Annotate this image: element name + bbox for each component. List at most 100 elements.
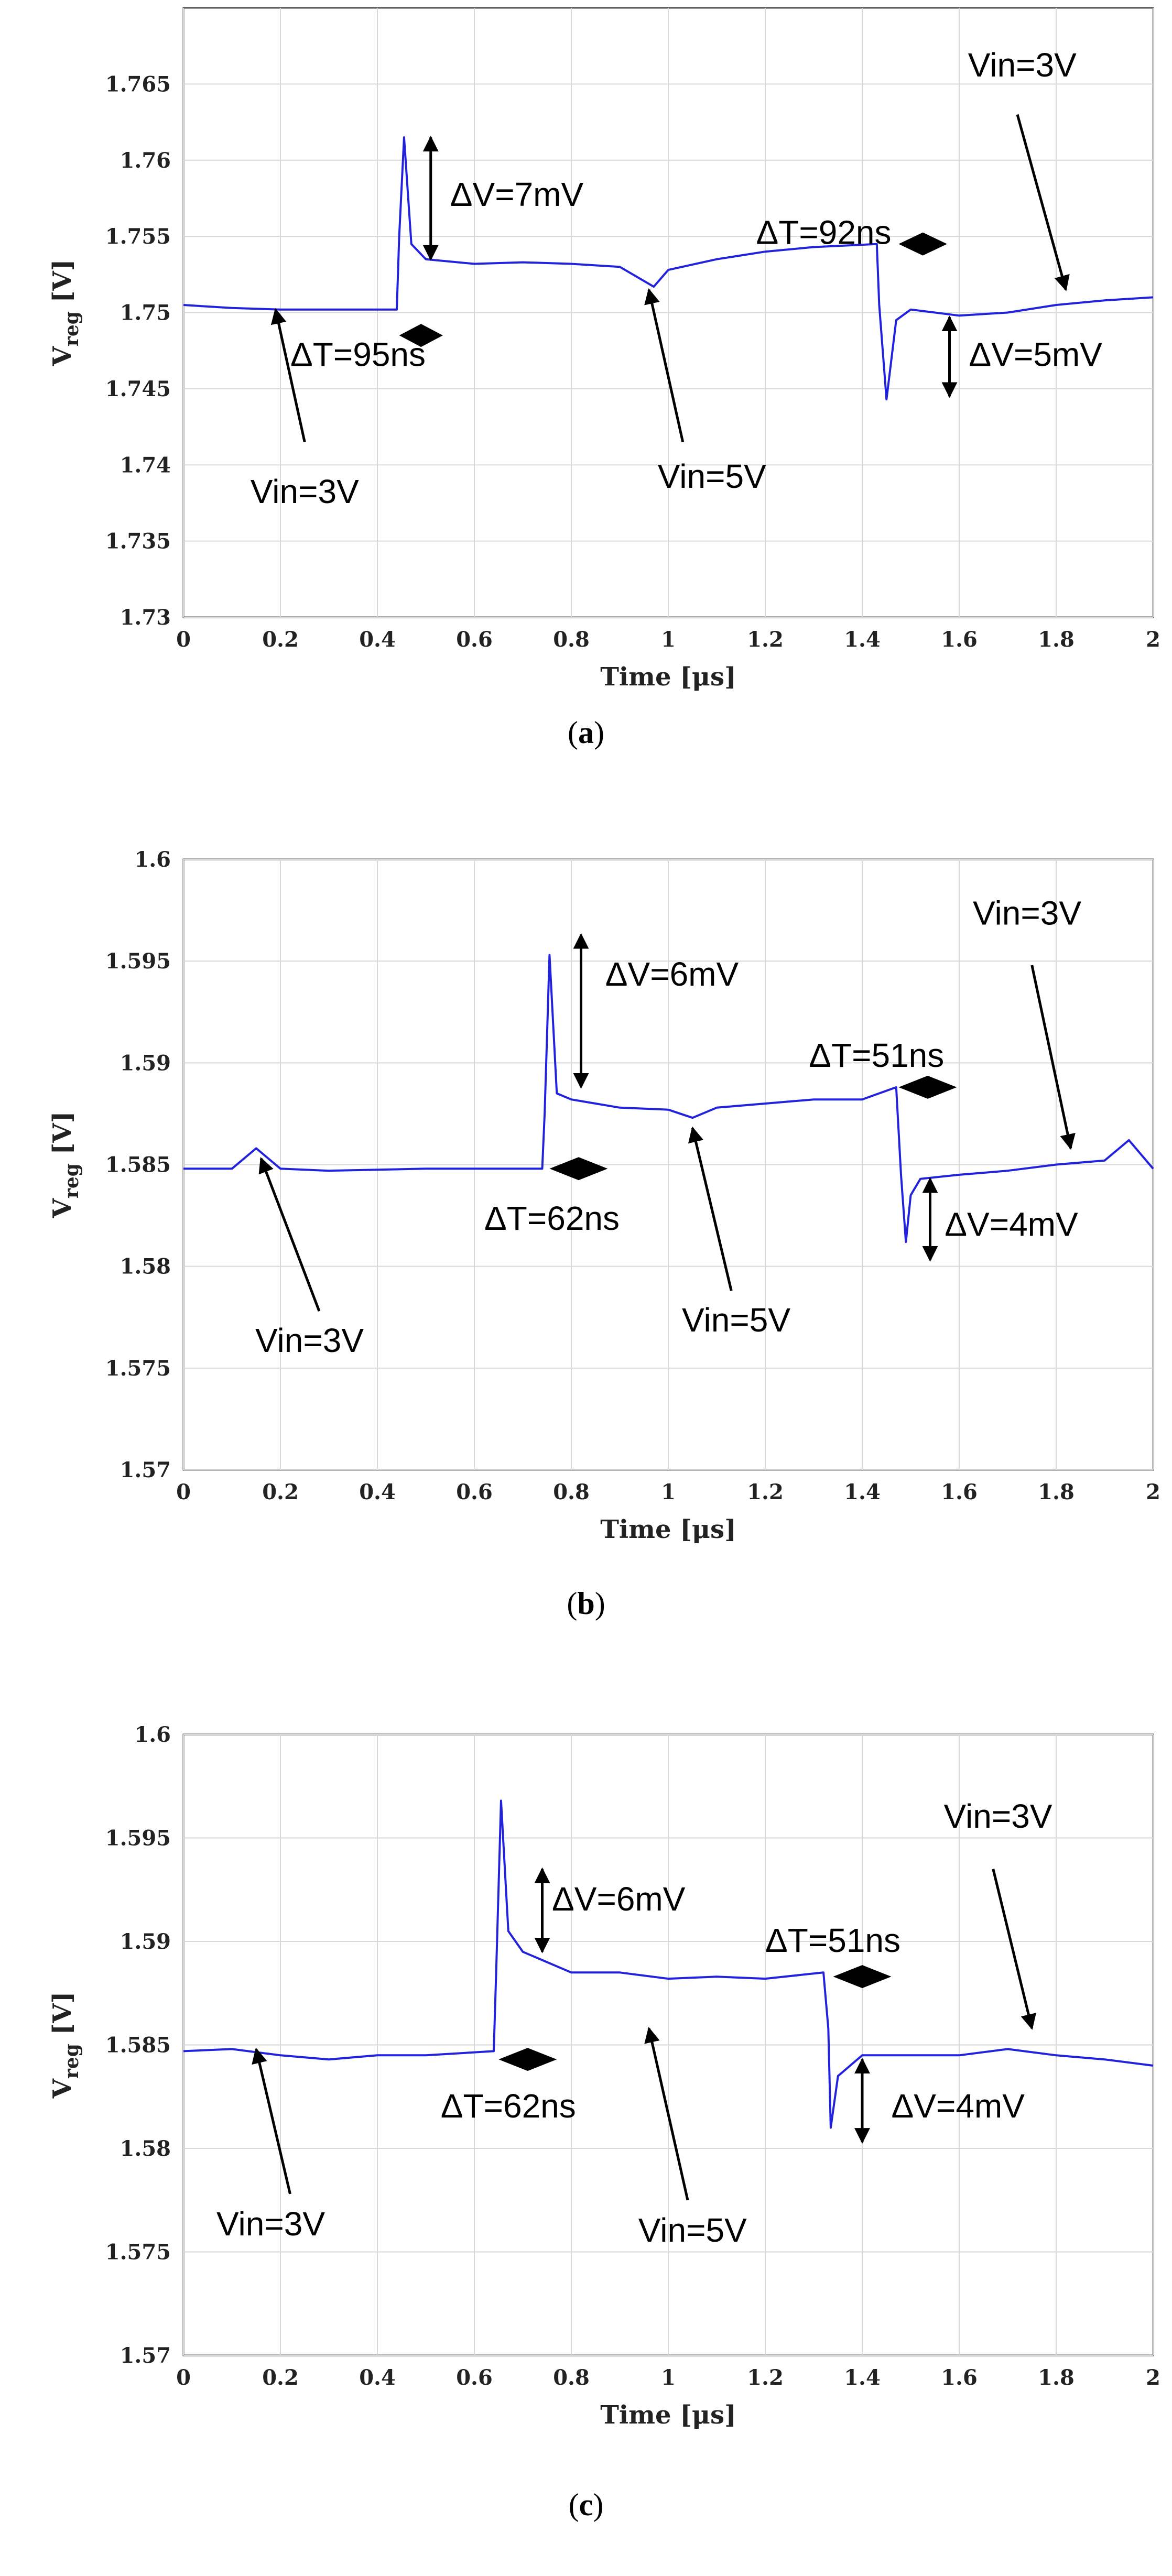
x-tick-label: 1.2 — [747, 627, 784, 652]
pointer-arrow — [1030, 965, 1076, 1150]
x-tick-label: 1.6 — [941, 2365, 978, 2390]
y-tick-label: 1.75 — [120, 301, 171, 325]
annotation-label: ΔV=4mV — [892, 2087, 1025, 2125]
y-tick-label: 1.74 — [120, 453, 171, 477]
annotation-label: Vin=5V — [682, 1301, 790, 1339]
x-tick-label: 0 — [176, 1480, 191, 1504]
x-axis-label: Time [μs] — [600, 2400, 736, 2430]
x-tick-label: 2 — [1146, 2365, 1160, 2390]
x-tick-label: 1 — [661, 2365, 676, 2390]
x-tick-label: 1.8 — [1038, 2365, 1075, 2390]
x-tick-label: 0.4 — [359, 2365, 396, 2390]
x-tick-label: 1.2 — [747, 2365, 784, 2390]
y-tick-label: 1.57 — [120, 2343, 171, 2368]
x-tick-label: 1.8 — [1038, 1480, 1075, 1504]
annotation-label: ΔT=95ns — [290, 335, 426, 373]
delta-t-marker — [498, 2048, 557, 2071]
annotation-label: Vin=3V — [944, 1797, 1052, 1835]
y-tick-label: 1.585 — [105, 2033, 171, 2058]
annotation-label: ΔT=62ns — [441, 2087, 576, 2125]
annotation-label: ΔV=7mV — [450, 176, 584, 213]
y-tick-label: 1.765 — [105, 72, 171, 96]
y-tick-label: 1.6 — [134, 847, 171, 872]
y-tick-label: 1.57 — [120, 1458, 171, 1482]
x-axis-label: Time [μs] — [600, 1515, 736, 1544]
y-tick-label: 1.76 — [120, 148, 171, 173]
annotation-label: Vin=3V — [251, 473, 359, 510]
chart-panel-3: 0 0.2 0.4 0.6 0.8 1 1.2 1.4 1.6 1.8 2 1.57 1.575 1.58… — [48, 1722, 1160, 2522]
y-tick-label: 1.735 — [105, 529, 171, 554]
y-tick-label: 1.58 — [120, 1254, 171, 1279]
y-axis-label: Vreg [V] — [48, 259, 83, 367]
x-tick-label: 1.2 — [747, 1480, 784, 1504]
annotation-label: Vin=5V — [658, 457, 766, 495]
annotation-label: Vin=3V — [255, 1322, 364, 1359]
x-tick-label: 0.8 — [553, 627, 590, 652]
x-tick-label: 1.4 — [844, 2365, 881, 2390]
pointer-arrow — [688, 1126, 733, 1291]
annotation-label: ΔV=4mV — [945, 1205, 1078, 1243]
panel-caption: (c) — [569, 2487, 604, 2522]
x-tick-label: 1.6 — [941, 1480, 978, 1504]
x-tick-label: 1.6 — [941, 627, 978, 652]
annotation-label: ΔT=51ns — [765, 1922, 900, 1959]
panel-caption: (a) — [568, 715, 604, 750]
y-tick-label: 1.59 — [120, 1929, 171, 1954]
y-tick-label: 1.595 — [105, 949, 171, 974]
x-tick-label: 2 — [1146, 627, 1160, 652]
delta-t-marker — [549, 1157, 608, 1181]
x-tick-label: 1.8 — [1038, 627, 1075, 652]
pointer-arrow — [992, 1869, 1036, 2030]
series-line-1 — [183, 954, 1154, 1243]
x-tick-label: 0.6 — [456, 2365, 493, 2390]
annotation-label: Vin=3V — [973, 894, 1081, 932]
x-tick-label: 0.8 — [553, 2365, 590, 2390]
annotation-label: ΔV=6mV — [605, 955, 739, 993]
y-tick-label: 1.58 — [120, 2136, 171, 2161]
y-axis-label: Vreg [V] — [48, 1111, 83, 1219]
x-tick-label: 1 — [661, 627, 676, 652]
x-tick-label: 0.2 — [262, 627, 299, 652]
annotation-label: ΔT=51ns — [809, 1036, 944, 1074]
annotation-label: Vin=5V — [638, 2211, 747, 2249]
delta-t-marker — [898, 232, 947, 256]
y-tick-label: 1.585 — [105, 1153, 171, 1177]
y-tick-label: 1.59 — [120, 1051, 171, 1075]
y-tick-label: 1.575 — [105, 2240, 171, 2265]
delta-t-marker — [833, 1965, 892, 1989]
x-tick-label: 1.4 — [844, 1480, 881, 1504]
annotation-label: Vin=3V — [968, 46, 1077, 84]
x-tick-label: 0.2 — [262, 2365, 299, 2390]
pointer-arrow — [1016, 114, 1070, 291]
chart-panel-1: 0 0.2 0.4 0.6 0.8 1 1.2 1.4 1.6 1.8 2 1.73 1.735 1.74… — [48, 7, 1160, 750]
x-tick-label: 0 — [176, 627, 191, 652]
annotation-label: ΔV=5mV — [969, 335, 1103, 373]
y-tick-label: 1.745 — [105, 377, 171, 401]
x-tick-label: 0.8 — [553, 1480, 590, 1504]
annotation-label: ΔT=92ns — [756, 214, 892, 252]
annotation-label: ΔV=6mV — [552, 1880, 686, 1918]
y-tick-label: 1.575 — [105, 1356, 171, 1381]
x-tick-label: 0.6 — [456, 1480, 493, 1504]
y-tick-label: 1.6 — [134, 1722, 171, 1747]
pointer-arrow — [252, 2047, 291, 2195]
annotation-label: Vin=3V — [216, 2205, 325, 2243]
delta-t-marker — [898, 1075, 957, 1099]
pointer-arrow — [644, 2026, 689, 2201]
pointer-arrow — [644, 288, 685, 443]
x-tick-label: 0.6 — [456, 627, 493, 652]
panel-caption: (b) — [567, 1586, 605, 1621]
series-line-1 — [183, 136, 1154, 401]
x-tick-label: 0 — [176, 2365, 191, 2390]
chart-panel-2: 0 0.2 0.4 0.6 0.8 1 1.2 1.4 1.6 1.8 2 1.57 1.575 1.58… — [48, 847, 1160, 1621]
pointer-arrow — [258, 1157, 321, 1312]
x-tick-label: 0.2 — [262, 1480, 299, 1504]
x-tick-label: 2 — [1146, 1480, 1160, 1504]
y-axis-label: Vreg [V] — [48, 1992, 83, 2099]
y-tick-label: 1.73 — [120, 605, 171, 630]
y-tick-label: 1.595 — [105, 1826, 171, 1851]
annotation-label: ΔT=62ns — [484, 1199, 620, 1237]
pointer-arrow — [270, 308, 306, 443]
x-axis-label: Time [μs] — [600, 662, 736, 692]
